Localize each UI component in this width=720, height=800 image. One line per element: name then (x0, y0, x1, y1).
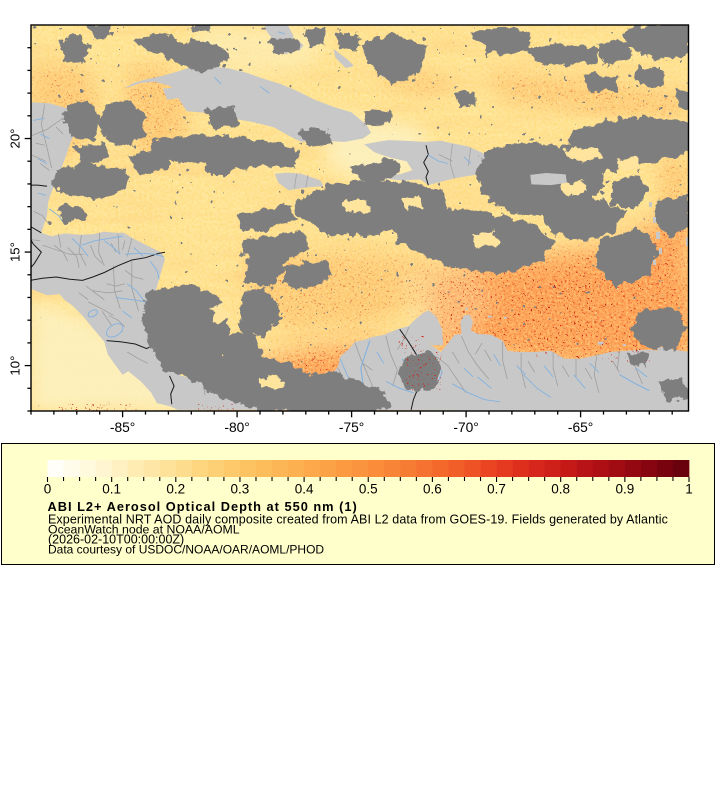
svg-text:0.6: 0.6 (423, 482, 442, 497)
svg-text:-70°: -70° (453, 420, 478, 435)
svg-text:0.9: 0.9 (615, 482, 634, 497)
svg-text:0.3: 0.3 (231, 482, 250, 497)
svg-text:(2026-02-10T00:00:00Z): (2026-02-10T00:00:00Z) (48, 533, 184, 547)
svg-text:0.5: 0.5 (359, 482, 378, 497)
svg-text:-65°: -65° (568, 420, 593, 435)
svg-text:Experimental NRT AOD daily com: Experimental NRT AOD daily composite cre… (48, 513, 668, 527)
svg-text:1: 1 (685, 482, 693, 497)
svg-text:0.8: 0.8 (551, 482, 570, 497)
svg-text:ABI L2+ Aerosol Optical Depth: ABI L2+ Aerosol Optical Depth at 550 nm … (48, 499, 358, 514)
svg-text:10°: 10° (8, 356, 23, 376)
svg-text:0.2: 0.2 (166, 482, 185, 497)
svg-text:0: 0 (44, 482, 52, 497)
svg-text:OceanWatch node at NOAA/AOML: OceanWatch node at NOAA/AOML (48, 523, 240, 537)
svg-text:-80°: -80° (224, 420, 249, 435)
svg-text:0.4: 0.4 (295, 482, 314, 497)
svg-text:0.7: 0.7 (487, 482, 506, 497)
svg-text:-85°: -85° (110, 420, 135, 435)
svg-text:20°: 20° (8, 129, 23, 149)
svg-text:Data courtesy of USDOC/NOAA/OA: Data courtesy of USDOC/NOAA/OAR/AOML/PHO… (48, 543, 324, 557)
svg-text:-75°: -75° (339, 420, 364, 435)
svg-text:15°: 15° (8, 242, 23, 262)
svg-text:0.1: 0.1 (102, 482, 121, 497)
